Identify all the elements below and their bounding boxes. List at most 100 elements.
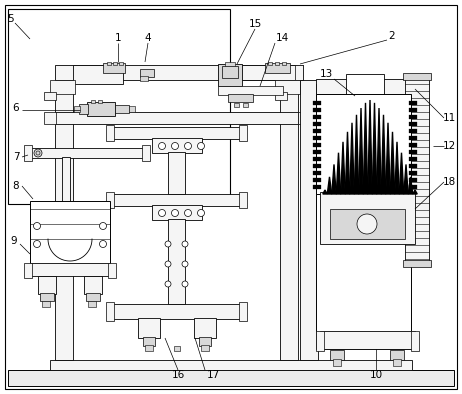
Bar <box>320 192 415 244</box>
Bar <box>403 73 431 80</box>
Polygon shape <box>386 123 390 194</box>
Bar <box>409 171 417 175</box>
Bar <box>409 115 417 119</box>
Bar <box>30 263 110 276</box>
Bar <box>265 63 290 73</box>
Bar <box>330 350 344 360</box>
Bar <box>275 80 300 94</box>
Circle shape <box>197 143 205 149</box>
Bar <box>140 76 148 81</box>
Bar <box>393 359 401 366</box>
Bar <box>110 194 242 206</box>
Bar <box>44 112 56 124</box>
Bar <box>234 103 239 107</box>
Text: 6: 6 <box>12 103 19 113</box>
Bar <box>405 79 429 264</box>
Polygon shape <box>345 132 350 194</box>
Bar <box>409 185 417 189</box>
Text: 2: 2 <box>389 31 395 41</box>
Bar <box>106 302 114 321</box>
Bar <box>409 122 417 126</box>
Text: 4: 4 <box>145 33 152 43</box>
Polygon shape <box>354 115 359 194</box>
Bar <box>8 9 230 204</box>
Bar <box>84 276 102 294</box>
Bar <box>313 108 321 112</box>
Bar <box>106 125 114 141</box>
Bar <box>411 331 419 351</box>
Bar <box>115 105 129 113</box>
Bar <box>30 201 110 264</box>
Bar <box>91 100 95 103</box>
Bar <box>218 86 283 95</box>
Bar <box>8 370 454 386</box>
Circle shape <box>99 240 107 247</box>
Bar <box>282 62 286 65</box>
Bar <box>409 129 417 133</box>
Bar <box>40 293 54 301</box>
Text: 15: 15 <box>249 19 261 29</box>
Polygon shape <box>327 177 332 194</box>
Bar <box>28 148 146 158</box>
Bar <box>24 145 32 161</box>
Bar <box>87 102 115 116</box>
Bar <box>403 260 431 267</box>
Bar <box>298 112 310 124</box>
Text: 17: 17 <box>207 370 219 380</box>
Bar <box>98 100 102 103</box>
Bar <box>409 101 417 105</box>
Bar <box>239 125 247 141</box>
Bar <box>409 157 417 161</box>
Text: 10: 10 <box>370 370 383 380</box>
Bar <box>174 346 180 351</box>
Bar <box>313 129 321 133</box>
Circle shape <box>182 261 188 267</box>
Bar <box>140 69 154 77</box>
Text: 7: 7 <box>12 152 19 162</box>
Bar <box>313 150 321 154</box>
Bar <box>220 65 303 80</box>
Bar <box>330 209 405 239</box>
Bar <box>86 293 100 301</box>
Bar <box>44 92 56 100</box>
Bar <box>320 331 415 349</box>
Circle shape <box>184 210 192 216</box>
Circle shape <box>165 241 171 247</box>
Text: 1: 1 <box>115 33 122 43</box>
Bar <box>316 331 324 351</box>
Bar <box>313 115 321 119</box>
Polygon shape <box>368 100 372 194</box>
Circle shape <box>99 223 107 229</box>
Bar <box>201 345 209 351</box>
Polygon shape <box>363 103 368 194</box>
Circle shape <box>165 281 171 287</box>
Bar <box>42 301 50 307</box>
Circle shape <box>184 143 192 149</box>
Bar <box>313 136 321 140</box>
Circle shape <box>34 149 42 157</box>
Polygon shape <box>390 132 395 194</box>
Text: 9: 9 <box>11 236 17 246</box>
Bar <box>409 164 417 168</box>
Bar <box>313 178 321 182</box>
Bar <box>55 80 73 360</box>
Polygon shape <box>399 153 404 194</box>
Bar <box>316 79 411 99</box>
Text: 5: 5 <box>6 14 13 24</box>
Bar <box>50 360 412 370</box>
Circle shape <box>158 210 165 216</box>
Bar <box>409 150 417 154</box>
Bar <box>55 112 298 124</box>
Bar <box>280 80 298 360</box>
Text: 13: 13 <box>319 69 333 79</box>
Bar <box>313 122 321 126</box>
Polygon shape <box>377 108 381 194</box>
Bar <box>268 62 272 65</box>
Bar <box>313 157 321 161</box>
Circle shape <box>357 214 377 234</box>
Polygon shape <box>323 190 327 194</box>
Bar <box>346 74 384 99</box>
Bar <box>409 178 417 182</box>
Bar <box>168 152 185 194</box>
Polygon shape <box>359 108 363 194</box>
